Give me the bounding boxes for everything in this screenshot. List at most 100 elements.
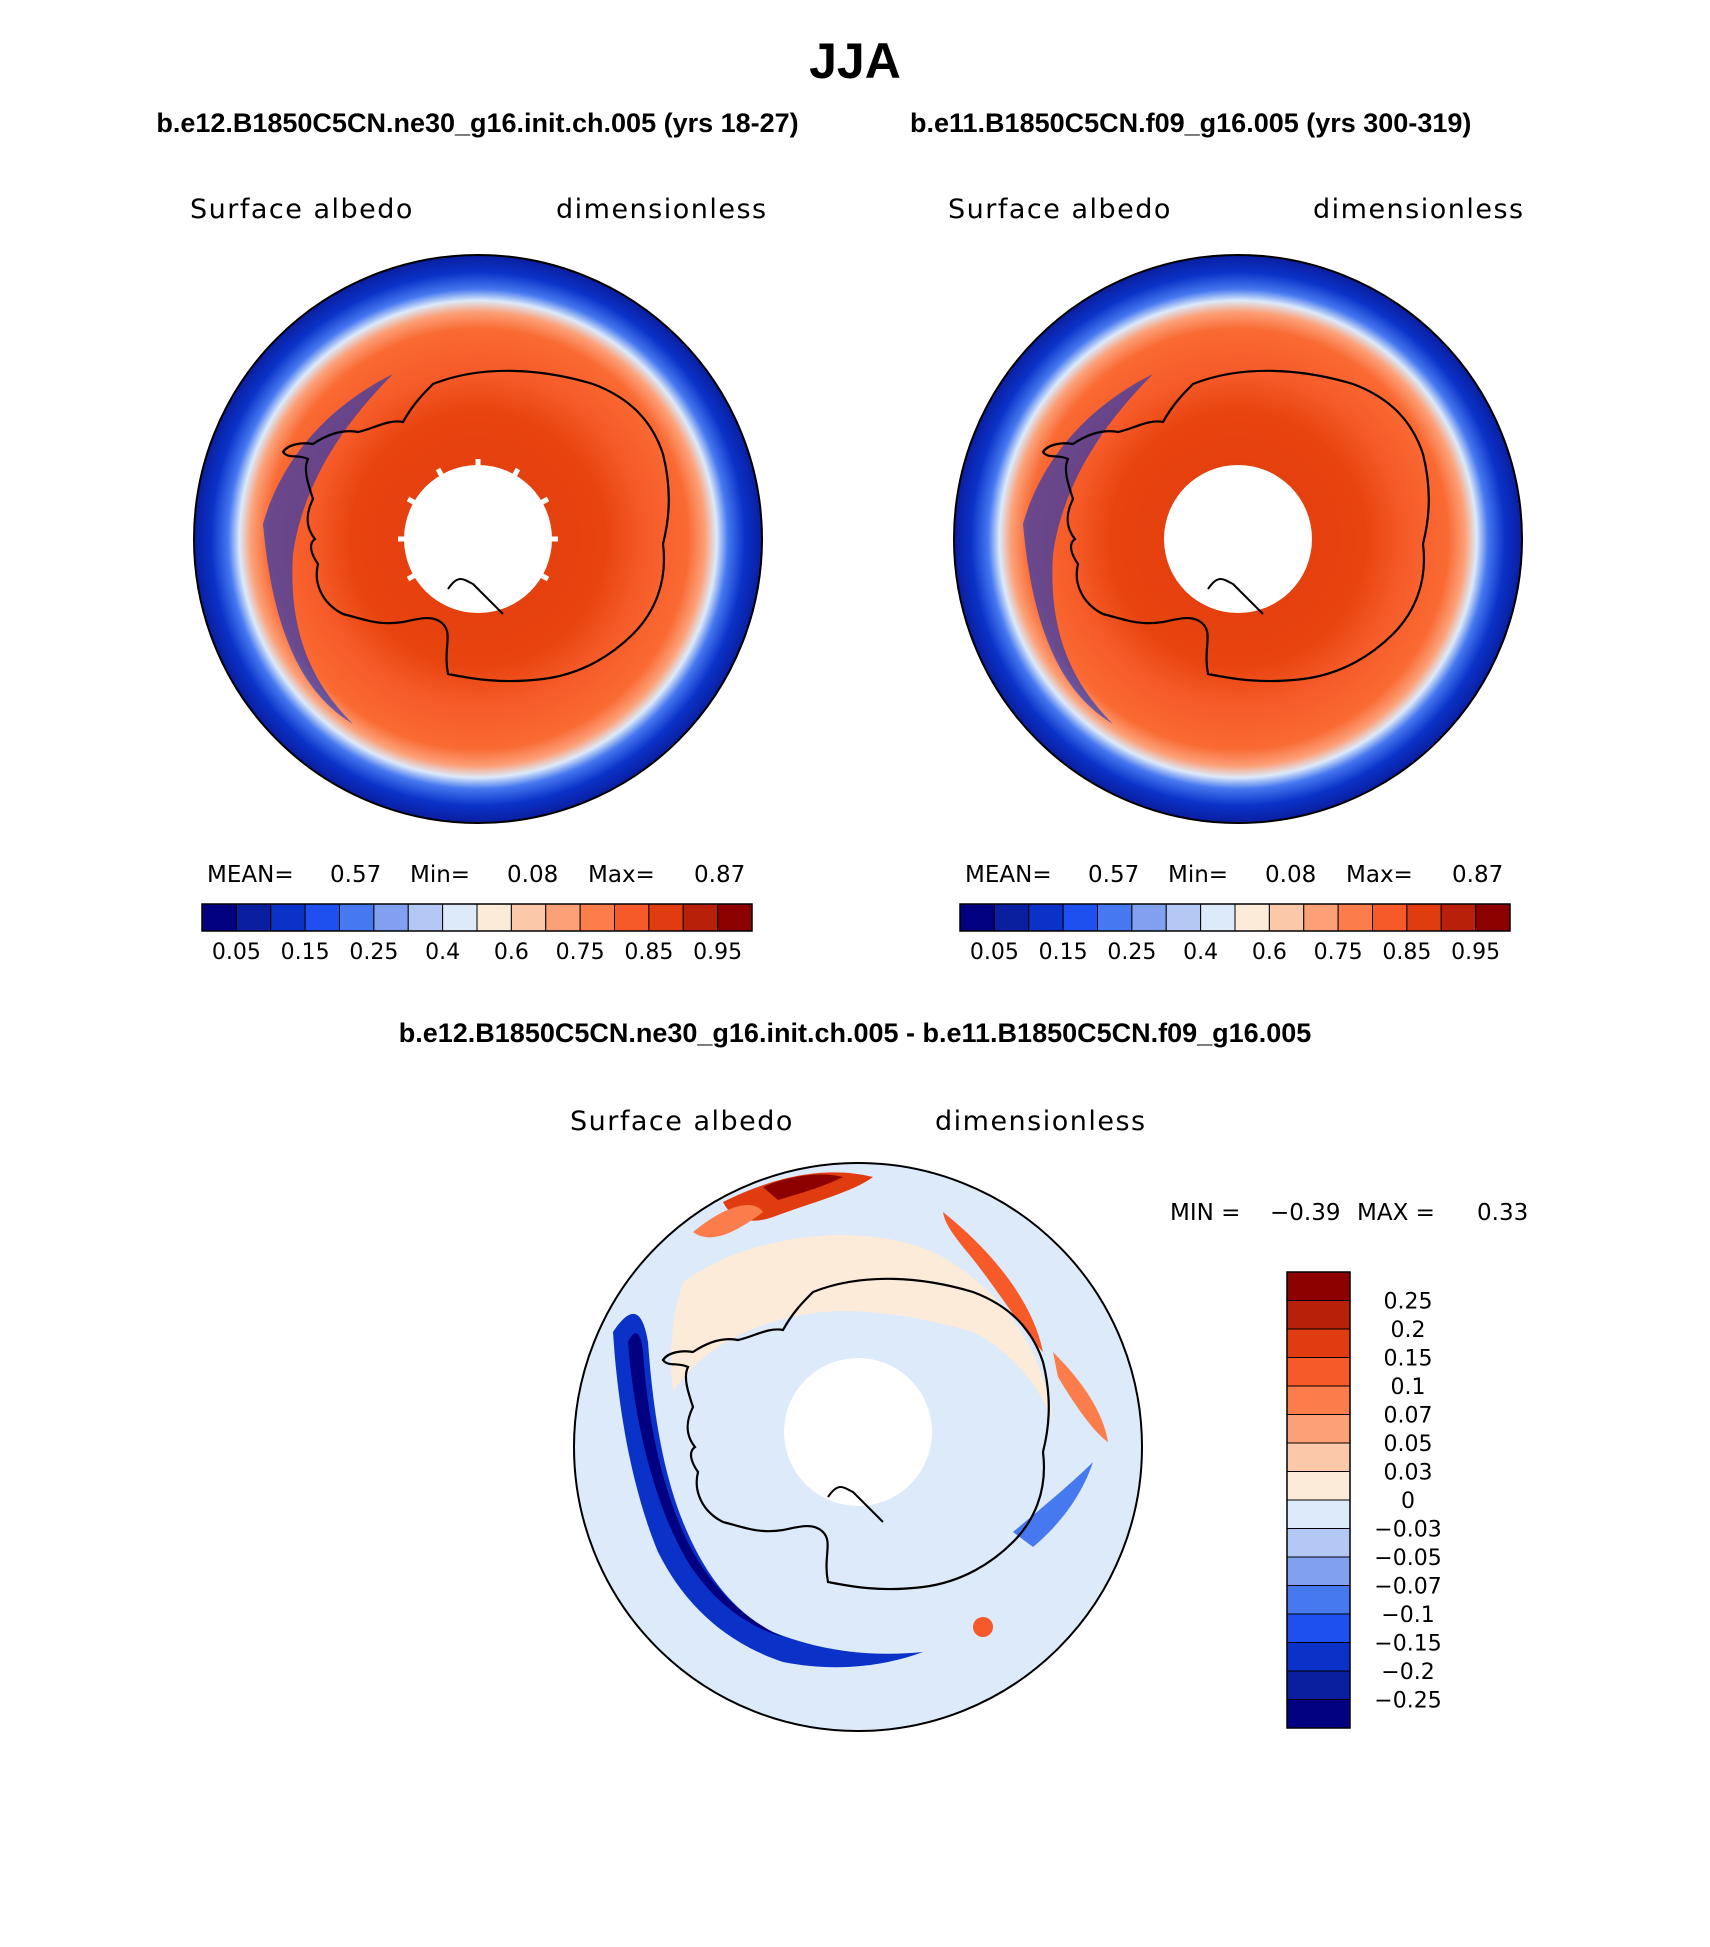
pole-hole — [784, 1358, 932, 1523]
colorbar-tick-label: 0.05 — [1384, 1432, 1433, 1457]
diff-min-label: MIN = — [1170, 1200, 1241, 1226]
left-max-label: Max= — [588, 862, 655, 888]
colorbar-tick-label: 0.1 — [1391, 1375, 1426, 1400]
left-variable-label: Surface albedo — [190, 194, 414, 225]
colorbar-box — [1097, 903, 1133, 932]
colorbar-tick-label: 0.6 — [494, 940, 529, 965]
colorbar-tick-label: −0.07 — [1374, 1575, 1441, 1600]
colorbar-tick-label: 0.25 — [349, 940, 398, 965]
colorbar-box — [1286, 1642, 1351, 1672]
diff-max-value: 0.33 — [1477, 1200, 1529, 1226]
colorbar-tick-label: 0 — [1401, 1489, 1415, 1514]
colorbar-tick-label: 0.25 — [1107, 940, 1156, 965]
right-units-label: dimensionless — [1313, 194, 1525, 225]
colorbar-box — [1286, 1271, 1351, 1301]
colorbar-tick-label: −0.2 — [1381, 1660, 1434, 1685]
colorbar-box — [1286, 1670, 1351, 1700]
colorbar-box — [545, 903, 581, 932]
pole-hole — [1164, 465, 1312, 615]
colorbar-box — [442, 903, 478, 932]
colorbar-box — [1440, 903, 1477, 932]
colorbar-tick-label: 0.15 — [1384, 1347, 1433, 1372]
right-variable-label: Surface albedo — [948, 194, 1172, 225]
colorbar-tick-label: 0.85 — [624, 940, 673, 965]
page-title: JJA — [809, 33, 901, 89]
colorbar-tick-label: 0.4 — [1183, 940, 1218, 965]
colorbar-box — [614, 903, 650, 932]
colorbar-box — [339, 903, 375, 932]
colorbar-box — [1286, 1499, 1351, 1529]
right-max-value: 0.87 — [1452, 862, 1504, 888]
right-min-label: Min= — [1168, 862, 1229, 888]
colorbar-box — [648, 903, 684, 932]
colorbar-tick-label: 0.03 — [1384, 1461, 1433, 1486]
colorbar-tick-label: 0.05 — [212, 940, 261, 965]
colorbar-box — [1286, 1613, 1351, 1643]
colorbar-box — [1028, 903, 1064, 932]
colorbar-tick-label: 0.2 — [1391, 1318, 1426, 1343]
colorbar-tick-label: 0.95 — [1451, 940, 1500, 965]
antarctica-coastline — [1041, 369, 1430, 683]
colorbar-tick-label: 0.6 — [1252, 940, 1287, 965]
colorbar-box — [1286, 1414, 1351, 1444]
map-boundary — [573, 1162, 1143, 1732]
diff-variable-label: Surface albedo — [570, 1106, 794, 1137]
colorbar-box — [1286, 1328, 1351, 1358]
colorbar-box — [1286, 1585, 1351, 1615]
colorbar-tick-label: −0.03 — [1374, 1518, 1441, 1543]
diff-min-value: −0.39 — [1270, 1200, 1341, 1226]
colorbar-box — [1475, 903, 1511, 932]
colorbar-tick-label: 0.15 — [1039, 940, 1088, 965]
left-max-value: 0.87 — [694, 862, 746, 888]
colorbar-tick-label: 0.4 — [425, 940, 460, 965]
colorbar-tick-label: 0.75 — [556, 940, 605, 965]
colorbar-tick-label: 0.25 — [1384, 1290, 1433, 1315]
colorbar-box — [1131, 903, 1167, 932]
colorbar-box — [1268, 903, 1305, 932]
colorbar-box — [407, 903, 444, 932]
left-mean-value: 0.57 — [330, 862, 382, 888]
diff-max-label: MAX = — [1357, 1200, 1435, 1226]
diff-polar-map — [573, 1162, 1143, 1732]
map-boundary — [193, 254, 763, 824]
colorbar-box — [270, 903, 306, 932]
colorbar-box — [1165, 903, 1202, 932]
right-polar-map — [953, 254, 1523, 824]
diff-colorbar: 0.25 0.2 0.15 0.1 0.07 0.05 0.03 0 −0.03 −0.05 −0.… — [1286, 1271, 1442, 1729]
left-case-title: b.e12.B1850C5CN.ne30_g16.init.ch.005 (yr… — [156, 108, 799, 138]
left-polar-map — [193, 254, 763, 824]
colorbar-tick-label: 0.15 — [281, 940, 330, 965]
colorbar-tick-label: 0.75 — [1314, 940, 1363, 965]
colorbar-box — [1406, 903, 1442, 932]
colorbar-box — [579, 903, 615, 932]
colorbar-tick-label: −0.05 — [1374, 1546, 1441, 1571]
colorbar-box — [1303, 903, 1339, 932]
colorbar-box — [1372, 903, 1408, 932]
colorbar-box — [1337, 903, 1373, 932]
colorbar-box — [717, 903, 753, 932]
colorbar-tick-label: 0.95 — [693, 940, 742, 965]
colorbar-box — [959, 903, 995, 932]
colorbar-box — [1234, 903, 1270, 932]
colorbar-box — [993, 903, 1030, 932]
colorbar-box — [1286, 1357, 1351, 1387]
colorbar-box — [1286, 1300, 1351, 1330]
colorbar-box — [1286, 1385, 1351, 1415]
colorbar-box — [1286, 1699, 1351, 1729]
colorbar-tick-label: 0.05 — [970, 940, 1019, 965]
map-boundary — [953, 254, 1523, 824]
colorbar-box — [682, 903, 719, 932]
colorbar-box — [476, 903, 512, 932]
right-colorbar: 0.05 0.15 0.25 0.4 0.6 0.75 0.85 0.95 — [959, 903, 1511, 965]
colorbar-tick-label: −0.1 — [1381, 1603, 1434, 1628]
right-min-value: 0.08 — [1265, 862, 1317, 888]
right-case-title: b.e11.B1850C5CN.f09_g16.005 (yrs 300-319… — [910, 108, 1472, 138]
colorbar-tick-label: −0.15 — [1374, 1632, 1441, 1657]
colorbar-box — [1286, 1556, 1351, 1586]
colorbar-tick-label: −0.25 — [1374, 1689, 1441, 1714]
colorbar-box — [201, 903, 237, 932]
left-min-value: 0.08 — [507, 862, 559, 888]
diff-units-label: dimensionless — [935, 1106, 1147, 1137]
right-max-label: Max= — [1346, 862, 1413, 888]
colorbar-box — [373, 903, 409, 932]
